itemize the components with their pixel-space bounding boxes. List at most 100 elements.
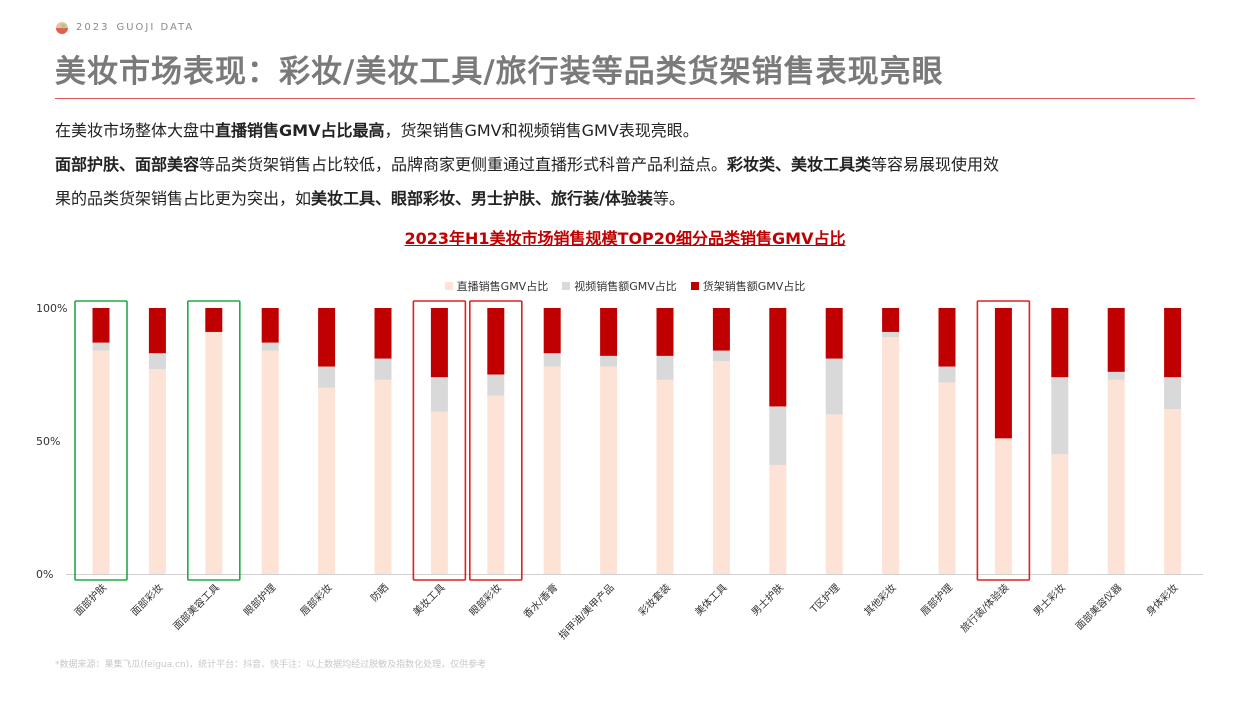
x-tick-label: 防晒 xyxy=(368,581,391,604)
brand-logo-icon xyxy=(55,20,69,34)
title-divider xyxy=(55,98,1195,99)
y-tick-label: 50% xyxy=(36,435,60,448)
x-tick-label: 男士彩妆 xyxy=(1030,581,1067,618)
intro-highlight: 彩妆类、美妆工具类 xyxy=(727,155,872,174)
bar-segment-live xyxy=(487,395,505,574)
x-tick-label: 唇部彩妆 xyxy=(297,581,334,618)
intro-text: 等。 xyxy=(652,189,685,208)
y-tick-label: 100% xyxy=(36,302,67,315)
x-tick-label: 美体工具 xyxy=(692,581,729,618)
bar-segment-live xyxy=(374,379,392,574)
brand: 2023 GUOJI DATA xyxy=(55,20,194,34)
legend-label-live: 直播销售GMV占比 xyxy=(456,280,549,293)
x-tick-label: 男士护肤 xyxy=(748,581,785,618)
bar-segment-shelf xyxy=(825,308,843,359)
x-tick-label: 指甲油/美甲产品 xyxy=(556,581,617,642)
bar-segment-shelf xyxy=(600,308,618,356)
bar-segment-video xyxy=(1051,377,1069,455)
legend-item-live: 直播销售GMV占比 xyxy=(444,278,549,294)
highlight-box-green xyxy=(74,300,128,581)
intro-line-3: 果的品类货架销售占比更为突出，如美妆工具、眼部彩妆、男士护肤、旅行装/体验装等。 xyxy=(55,188,685,210)
bar-segment-video xyxy=(769,406,787,465)
bar-segment-shelf xyxy=(994,308,1012,439)
legend-item-shelf: 货架销售额GMV占比 xyxy=(690,278,806,294)
legend-item-video: 视频销售额GMV占比 xyxy=(562,278,677,294)
intro-line-2: 面部护肤、面部美容等品类货架销售占比较低，品牌商家更侧重通过直播形式科普产品利益… xyxy=(55,154,999,176)
x-tick-label: 面部彩妆 xyxy=(128,581,165,618)
bar-segment-shelf xyxy=(430,308,448,378)
bar-segment-live xyxy=(712,361,730,574)
bar-segment-shelf xyxy=(1051,308,1069,378)
bar-segment-shelf xyxy=(938,308,956,367)
bar-segment-live xyxy=(543,366,561,574)
bar-segment-shelf xyxy=(487,308,505,375)
highlight-box-red xyxy=(468,300,523,581)
bar-segment-live xyxy=(318,387,336,574)
bar-segment-video xyxy=(712,350,730,362)
bar-segment-video xyxy=(318,366,336,388)
bar-segment-live xyxy=(938,382,956,574)
bar-segment-live xyxy=(205,331,223,574)
bar-segment-video xyxy=(938,366,956,383)
legend-swatch-live xyxy=(444,282,453,290)
bar-segment-shelf xyxy=(882,308,900,332)
x-tick-label: 香水/香膏 xyxy=(520,581,560,621)
bar-segment-video xyxy=(825,358,843,415)
x-tick-label: 眼部彩妆 xyxy=(466,581,503,618)
bar-segment-shelf xyxy=(656,308,674,356)
bar-segment-live xyxy=(994,438,1012,574)
bar-segment-live xyxy=(769,464,787,574)
bar-segment-live xyxy=(882,337,900,574)
bar-segment-video xyxy=(374,358,392,380)
intro-text: 等品类货架销售占比较低，品牌商家更侧重通过直播形式科普产品利益点。 xyxy=(199,155,728,174)
chart-title: 2023年H1美妆市场销售规模TOP20细分品类销售GMV占比 xyxy=(0,225,1250,249)
bar-segment-live xyxy=(261,350,279,574)
highlight-box-red xyxy=(412,300,467,581)
y-tick-label: 0% xyxy=(36,568,53,581)
bar-segment-video xyxy=(656,355,674,380)
legend-swatch-shelf xyxy=(690,282,699,290)
bar-segment-shelf xyxy=(1164,308,1182,378)
chart-title-text: 2023年H1美妆市场销售规模TOP20细分品类销售GMV占比 xyxy=(404,229,846,248)
bar-segment-shelf xyxy=(374,308,392,359)
bar-segment-video xyxy=(261,342,279,351)
intro-highlight: 直播销售GMV占比最高 xyxy=(215,121,385,140)
intro-text: 等容易展现使用效 xyxy=(871,155,1000,174)
bar-segment-shelf xyxy=(543,308,561,354)
bar-segment-video xyxy=(882,331,900,338)
bar-segment-video xyxy=(487,374,505,396)
highlight-box-green xyxy=(187,300,241,581)
bar-segment-live xyxy=(1107,379,1125,574)
x-tick-label: 美妆工具 xyxy=(410,581,447,618)
x-tick-label: T区护理 xyxy=(807,581,842,616)
bar-segment-video xyxy=(92,342,110,351)
legend-label-shelf: 货架销售额GMV占比 xyxy=(702,280,806,293)
bar-segment-live xyxy=(430,411,448,574)
intro-highlight: 面部护肤、面部美容 xyxy=(55,155,200,174)
highlight-box-red xyxy=(976,300,1031,581)
x-tick-label: 旅行装/体验装 xyxy=(958,581,1012,635)
x-tick-label: 面部美容工具 xyxy=(170,581,222,633)
intro-text: 在美妆市场整体大盘中 xyxy=(55,121,216,140)
bar-segment-shelf xyxy=(1107,308,1125,372)
brand-name: GUOJI DATA xyxy=(116,21,195,33)
bar-segment-shelf xyxy=(205,308,223,332)
legend-swatch-video xyxy=(562,282,571,290)
intro-highlight: 美妆工具、眼部彩妆、男士护肤、旅行装/体验装 xyxy=(311,189,653,208)
x-tick-label: 面部美容仪器 xyxy=(1073,581,1125,633)
page-title: 美妆市场表现：彩妆/美妆工具/旅行装等品类货架销售表现亮眼 xyxy=(55,54,944,90)
bar-segment-live xyxy=(1164,409,1182,574)
x-tick-label: 眼部护理 xyxy=(241,581,278,618)
bar-segment-live xyxy=(92,350,110,574)
intro-text: ，货架销售GMV和视频销售GMV表现亮眼。 xyxy=(384,121,699,140)
bar-segment-video xyxy=(148,353,166,370)
brand-year: 2023 xyxy=(76,21,110,33)
bar-segment-video xyxy=(600,355,618,367)
bar-segment-shelf xyxy=(92,308,110,343)
bar-segment-shelf xyxy=(148,308,166,354)
x-tick-label: 彩妆套装 xyxy=(636,581,673,618)
footnote: *数据来源：果集飞瓜(feigua.cn)，统计平台：抖音、快手注：以上数据均经… xyxy=(55,660,487,670)
bar-segment-live xyxy=(1051,454,1069,574)
bar-segment-video xyxy=(1107,371,1125,380)
